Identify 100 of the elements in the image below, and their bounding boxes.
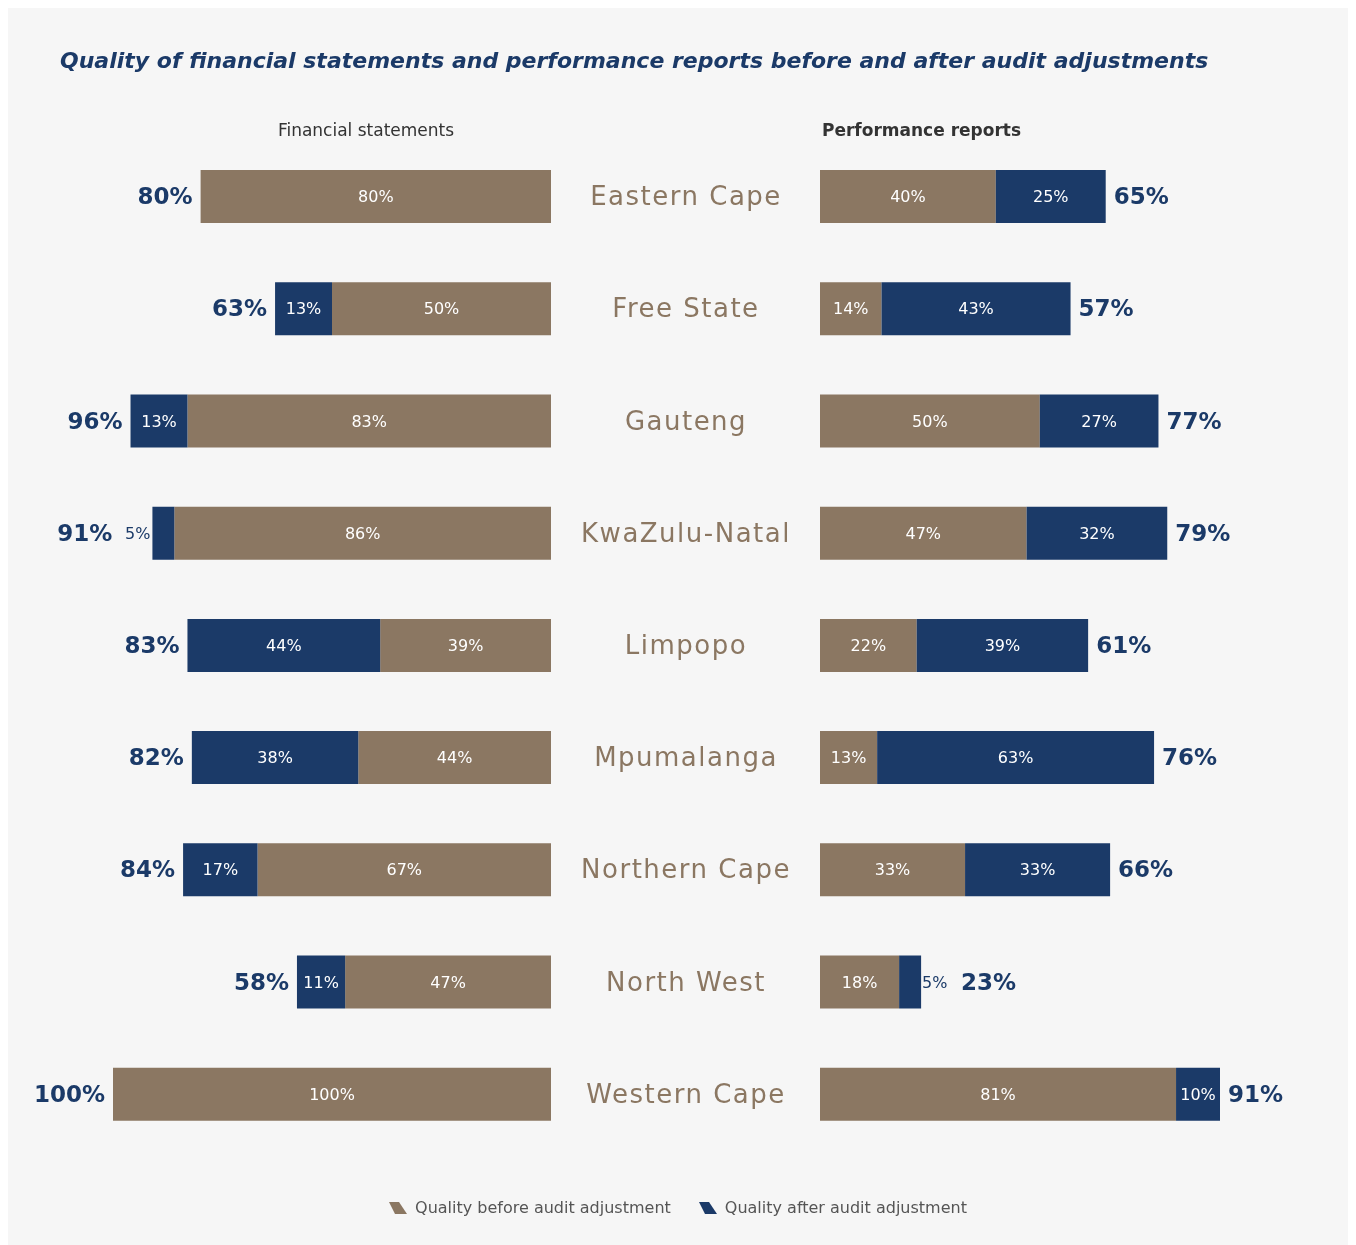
data-label: 33% xyxy=(1019,860,1056,880)
data-label: 44% xyxy=(266,635,302,655)
bar xyxy=(820,955,900,1009)
bar xyxy=(820,394,1040,448)
bar xyxy=(1176,1067,1220,1121)
total-label: 63% xyxy=(211,294,268,324)
bar xyxy=(200,170,551,223)
bar xyxy=(916,618,1089,672)
data-label: 50% xyxy=(912,411,948,431)
y-tick-label: Northern Cape xyxy=(580,853,792,886)
legend-label: Quality after audit adjustment xyxy=(724,1198,967,1217)
bar xyxy=(358,731,551,785)
data-label: 86% xyxy=(344,523,381,543)
data-label: 5% xyxy=(125,523,151,543)
bar xyxy=(380,618,551,672)
bar xyxy=(820,506,1027,560)
bar xyxy=(1039,394,1159,448)
total-label: 91% xyxy=(56,518,113,548)
data-label: 11% xyxy=(303,972,339,992)
bar xyxy=(152,506,175,560)
data-label: 40% xyxy=(890,187,926,207)
data-label: 43% xyxy=(958,299,994,319)
data-label: 13% xyxy=(285,299,322,319)
data-label: 33% xyxy=(874,860,911,880)
bar xyxy=(899,955,922,1009)
data-label: 32% xyxy=(1079,523,1115,543)
data-label: 5% xyxy=(922,972,948,992)
data-label: 63% xyxy=(997,748,1034,768)
bar xyxy=(820,170,996,223)
data-label: 100% xyxy=(309,1084,355,1104)
y-tick-label: Gauteng xyxy=(623,404,749,437)
y-tick-label: Western Cape xyxy=(585,1077,787,1110)
data-label: 10% xyxy=(1180,1084,1216,1104)
data-label: 25% xyxy=(1032,187,1069,207)
data-label: 39% xyxy=(984,635,1021,655)
bar xyxy=(881,282,1071,336)
bar xyxy=(257,843,551,897)
bar xyxy=(820,282,882,336)
data-label: 44% xyxy=(436,748,473,768)
bar xyxy=(332,282,551,336)
total-label: 23% xyxy=(961,967,1018,997)
y-tick-label: KwaZulu-Natal xyxy=(580,516,792,549)
bar xyxy=(820,1067,1177,1121)
bar xyxy=(820,618,917,672)
text: Quality of financial statements and performance reports before and after audit adjustments xyxy=(60,48,1209,73)
bar xyxy=(877,731,1155,785)
total-label: 77% xyxy=(1166,406,1223,436)
chart-subtitle: Performance reports xyxy=(822,120,1022,140)
data-label: 80% xyxy=(358,187,394,207)
bar xyxy=(820,731,878,785)
data-label: 18% xyxy=(841,972,878,992)
bar xyxy=(275,282,332,336)
data-label: 27% xyxy=(1081,411,1117,431)
total-label: 61% xyxy=(1096,631,1153,660)
data-label: 50% xyxy=(423,299,460,319)
bar xyxy=(130,394,188,448)
bar xyxy=(820,843,966,897)
legend-label: Quality before audit adjustment xyxy=(415,1198,671,1217)
data-label: 81% xyxy=(980,1084,1016,1104)
chart-subtitle: Financial statements xyxy=(277,120,455,140)
y-tick-label: Mpumalanga xyxy=(593,741,779,774)
total-label: 96% xyxy=(66,406,123,436)
data-label: 22% xyxy=(850,635,887,655)
bar xyxy=(191,731,359,785)
data-label: 14% xyxy=(832,299,869,319)
data-label: 38% xyxy=(257,748,293,768)
total-label: 82% xyxy=(127,743,184,773)
bar xyxy=(965,843,1111,897)
total-label: 83% xyxy=(123,631,180,660)
y-tick-label: Eastern Cape xyxy=(589,180,783,213)
data-label: 83% xyxy=(351,411,388,431)
bar xyxy=(995,170,1106,223)
data-label: 13% xyxy=(141,411,177,431)
bar xyxy=(1026,506,1168,560)
total-label: 100% xyxy=(32,1079,105,1109)
bar xyxy=(187,618,381,672)
total-label: 58% xyxy=(232,967,289,997)
y-tick-label: Limpopo xyxy=(623,629,749,661)
bar xyxy=(174,506,551,560)
total-label: 79% xyxy=(1175,518,1232,548)
total-label: 65% xyxy=(1113,182,1170,212)
bar xyxy=(187,394,551,448)
y-tick-label: North West xyxy=(605,965,767,998)
data-label: 47% xyxy=(430,972,466,992)
total-label: 84% xyxy=(119,855,176,885)
total-label: 57% xyxy=(1078,294,1135,324)
bar xyxy=(345,955,551,1009)
data-label: 67% xyxy=(386,860,423,880)
data-label: 13% xyxy=(830,748,867,768)
total-label: 91% xyxy=(1228,1079,1285,1109)
data-label: 47% xyxy=(905,523,942,543)
total-label: 76% xyxy=(1162,743,1219,773)
data-label: 39% xyxy=(447,635,484,655)
bar xyxy=(113,1067,551,1121)
bar xyxy=(296,955,346,1009)
y-tick-label: Free State xyxy=(611,292,761,325)
total-label: 66% xyxy=(1118,855,1175,885)
data-label: 17% xyxy=(202,860,239,880)
total-label: 80% xyxy=(136,182,193,212)
bar xyxy=(183,843,258,897)
